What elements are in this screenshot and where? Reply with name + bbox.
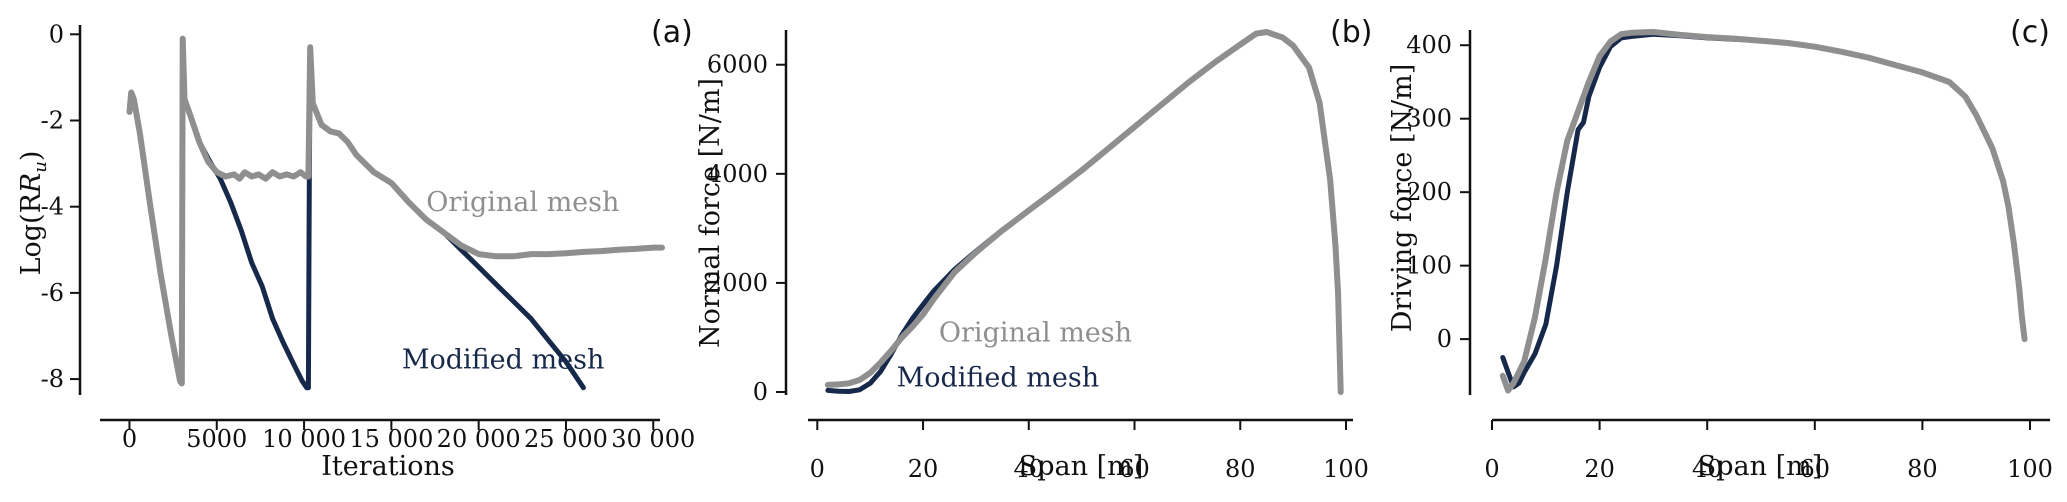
- panel-a-annotations: Original mesh Modified mesh: [402, 187, 620, 375]
- panel-a-ytick-label: -6: [41, 279, 64, 307]
- panel-b-ytick-label: 4000: [707, 160, 768, 188]
- panel-a-ytick-label: -8: [41, 365, 64, 393]
- panel-b-tag: (b): [1330, 15, 1372, 50]
- panel-a-annotation: Original mesh: [426, 187, 619, 218]
- panel-c-ytick-label: 0: [1437, 325, 1452, 353]
- panel-a-xlabel: Iterations: [321, 451, 454, 482]
- panel-c-series-original: [1499, 29, 2028, 394]
- panel-b-ytick-label: 0: [753, 378, 768, 406]
- panel-b-ylabel: Normal force [N/m]: [695, 78, 726, 348]
- panel-c: 0 20 40 60 80 100 0 100 200 300 400 Span [m] Drivi…: [1387, 15, 2053, 483]
- panel-a-ytick-label: -2: [41, 107, 64, 135]
- panel-a-xtick-label: 5000: [186, 425, 247, 453]
- panel-a-xtick-label: 25 000: [524, 425, 608, 453]
- panel-b-ticks: 0 20 40 60 80 100 0 2000 4000 6000: [707, 51, 1369, 483]
- panel-c-series-modified: [1500, 31, 2028, 390]
- panel-a-xtick-label: 30 000: [611, 425, 695, 453]
- panel-c-tag: (c): [2010, 15, 2050, 50]
- panel-c-xtick-label: 80: [1907, 455, 1938, 483]
- panel-a-series-original: [126, 35, 665, 387]
- panel-b: 0 20 40 60 80 100 0 2000 4000 6000 Span [m] Norma…: [695, 15, 1372, 483]
- panel-b-series-original: [824, 29, 1344, 395]
- panel-a-annotation: Modified mesh: [402, 344, 605, 375]
- panel-b-annotation: Original mesh: [939, 317, 1132, 348]
- panel-a-xtick-label: 15 000: [349, 425, 433, 453]
- panel-a-xtick-label: 20 000: [437, 425, 521, 453]
- panel-a-series: [126, 35, 665, 391]
- panel-c-xtick-label: 20: [1584, 455, 1615, 483]
- panel-c-xtick-label: 0: [1484, 455, 1499, 483]
- panel-c-ytick-label: 400: [1406, 31, 1452, 59]
- panel-b-annotations: Original mesh Modified mesh: [897, 317, 1132, 393]
- panel-c-ytick-label: 200: [1406, 178, 1452, 206]
- panel-a: 0 5000 10 000 15 000 20 000 25 000 30 000 0 -2 -4…: [16, 15, 695, 482]
- panel-b-annotation: Modified mesh: [897, 363, 1099, 394]
- panel-b-series: [824, 29, 1344, 395]
- panel-c-xtick-label: 60: [1800, 455, 1831, 483]
- panel-c-ylabel: Driving force [N/m]: [1387, 64, 1418, 333]
- panel-b-xlabel: Span [m]: [1019, 451, 1144, 482]
- panel-c-ticks: 0 20 40 60 80 100 0 100 200 300 400: [1406, 31, 2053, 483]
- panel-b-xtick-label: 60: [1119, 455, 1150, 483]
- panel-a-ticks: 0 5000 10 000 15 000 20 000 25 000 30 000 0 -2 -4…: [41, 20, 696, 453]
- panel-b-xtick-label: 100: [1323, 455, 1369, 483]
- panel-b-xtick-label: 0: [810, 455, 825, 483]
- panel-b-xtick-label: 40: [1013, 455, 1044, 483]
- panel-c-series: [1499, 29, 2028, 394]
- panel-b-ytick-label: 6000: [707, 51, 768, 79]
- panel-c-ytick-label: 100: [1406, 252, 1452, 280]
- panel-c-xtick-label: 100: [2007, 455, 2053, 483]
- panel-c-xlabel: Span [m]: [1698, 451, 1823, 482]
- panel-b-xtick-label: 20: [908, 455, 939, 483]
- panel-c-ytick-label: 300: [1406, 105, 1452, 133]
- panel-a-tag: (a): [651, 15, 693, 50]
- panel-b-ytick-label: 2000: [707, 269, 768, 297]
- panel-b-xtick-label: 80: [1225, 455, 1256, 483]
- panel-a-ytick-label: -4: [41, 193, 64, 221]
- panel-c-xtick-label: 40: [1692, 455, 1723, 483]
- panel-a-ytick-label: 0: [49, 20, 64, 48]
- panel-a-ylabel: Log(RRu): [16, 151, 51, 276]
- panel-a-xtick-label: 10 000: [262, 425, 346, 453]
- panel-a-xtick-label: 0: [122, 425, 137, 453]
